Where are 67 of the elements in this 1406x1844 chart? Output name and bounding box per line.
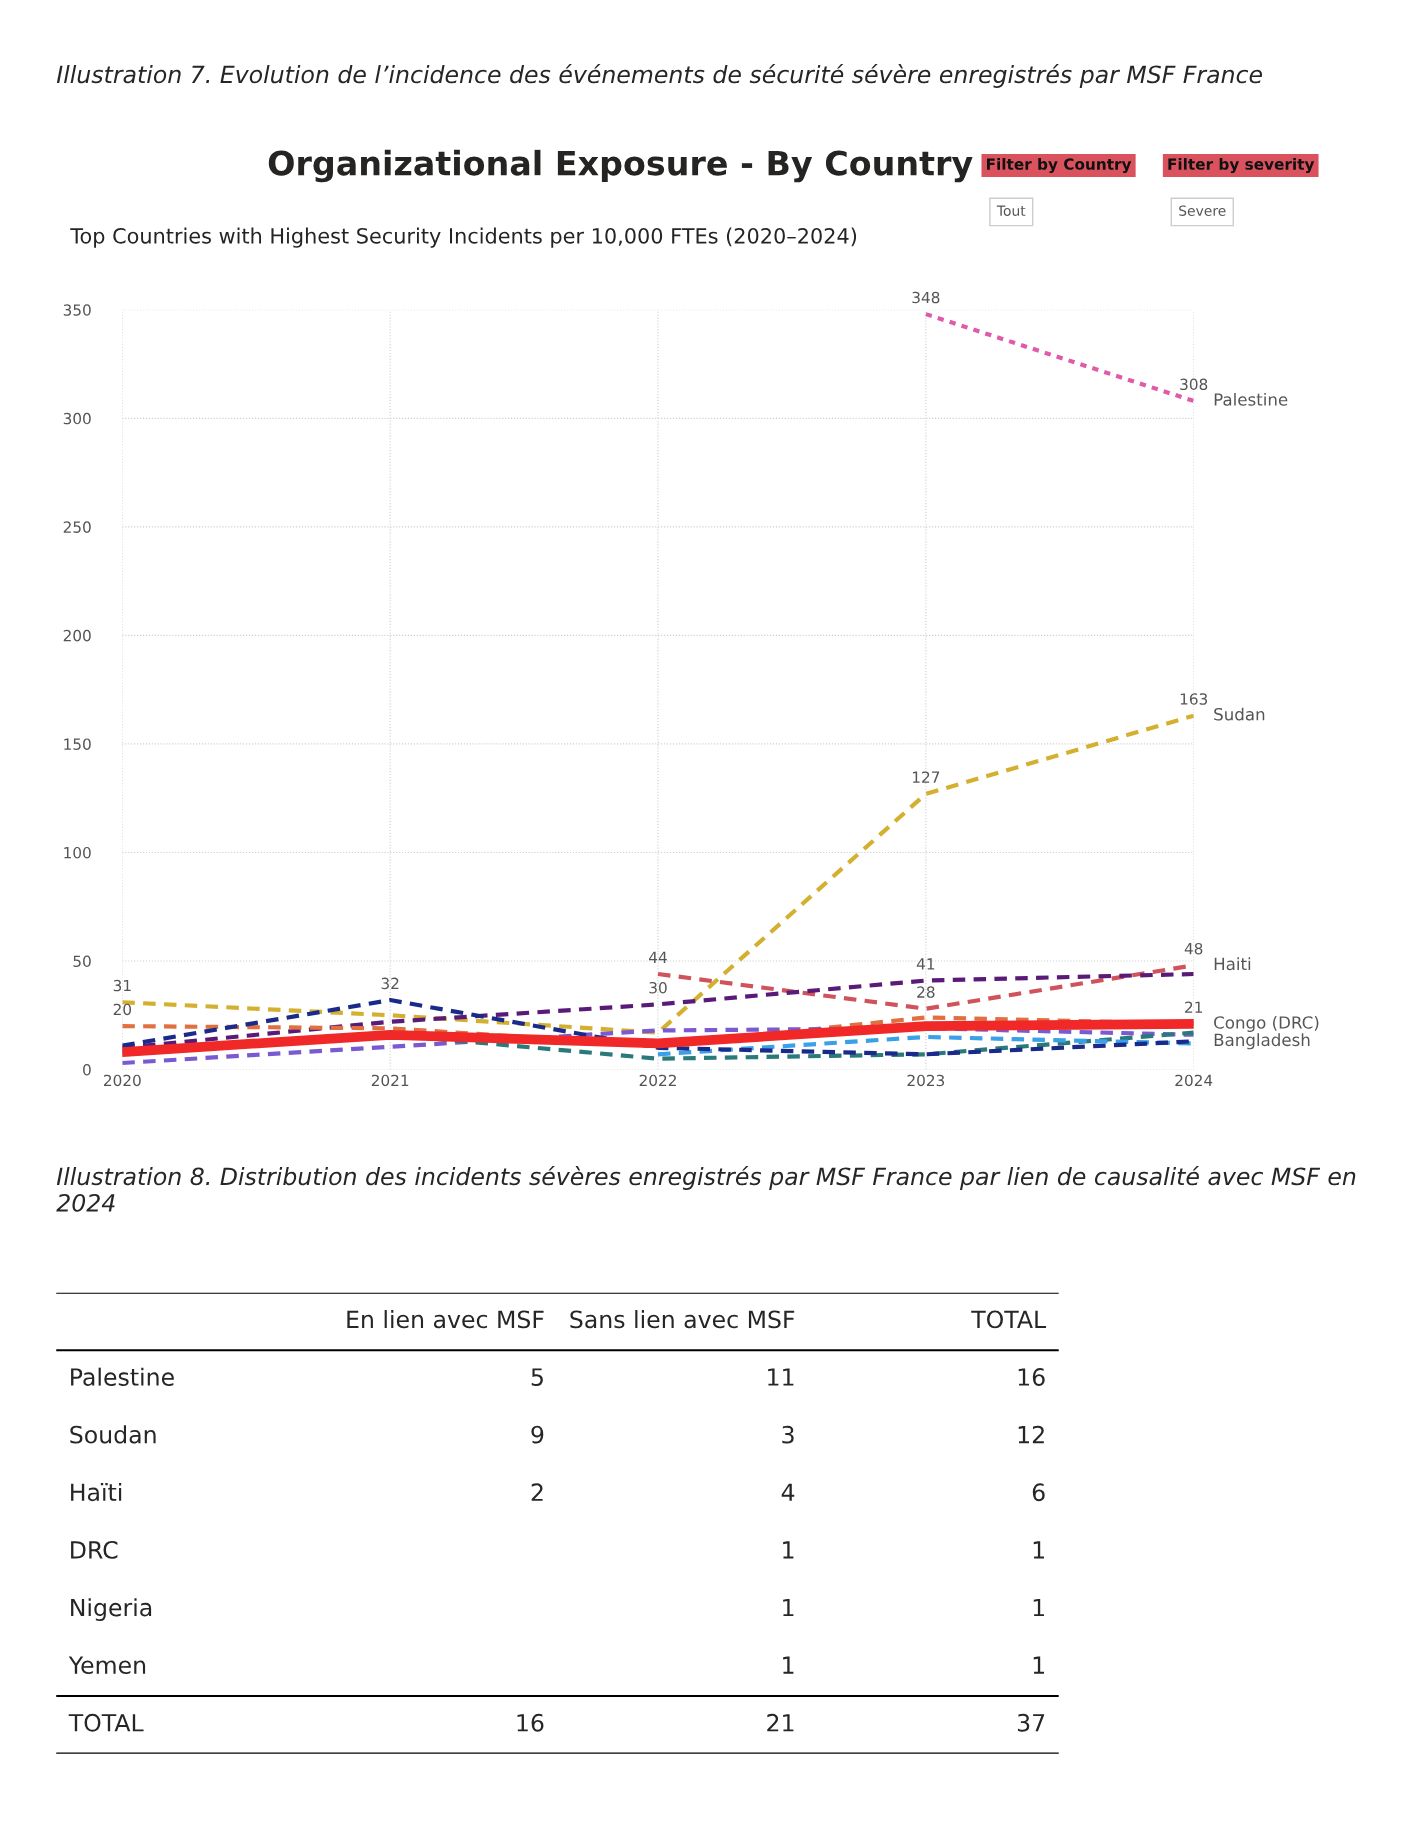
y-tick-label: 150 (64, 738, 91, 750)
series-label: Haiti (1214, 957, 1251, 971)
data-label: 32 (381, 977, 399, 990)
y-tick-label: 50 (73, 955, 91, 968)
x-tick-label: TOTAL (971, 1310, 1047, 1329)
data-label: 30 (649, 981, 667, 994)
text: Filter by severity (1168, 158, 1315, 173)
data-label: 11 (768, 1368, 794, 1386)
y-tick-label: 300 (63, 412, 91, 425)
y-tick-label: Soudan (70, 1425, 156, 1444)
data-label: 1 (1033, 1598, 1045, 1617)
text: Severe (1179, 205, 1226, 216)
y-tick-label: TOTAL (68, 1713, 144, 1732)
data-label: 1 (1033, 1656, 1045, 1674)
chart-title: Organizational Exposure - By Country (268, 149, 973, 183)
y-tick-label: Yemen (68, 1656, 146, 1675)
data-label: 48 (1184, 942, 1203, 955)
y-tick-label: Nigeria (71, 1598, 152, 1622)
data-label: 16 (517, 1713, 544, 1732)
chart-title: Illustration 8. Distribution des incidents sévères enregistrés par MSF France par lien de causalité avec MSF en 2024 (56, 1166, 1356, 1212)
chart-subtitle: Top Countries with Highest Security Incidents per 10,000 FTEs (2020–2024) (70, 227, 857, 248)
series-label: Palestine (1214, 392, 1288, 406)
series-label: Bangladesh (1214, 1033, 1310, 1050)
data-label: 16 (1018, 1368, 1045, 1386)
data-label: 6 (1032, 1483, 1045, 1502)
data-label: 44 (649, 951, 667, 963)
x-tick-label: 2023 (907, 1074, 945, 1087)
data-label: 3 (782, 1425, 794, 1444)
y-tick-label: 0 (83, 1063, 91, 1076)
data-label: 1 (783, 1656, 794, 1674)
x-tick-label: 2021 (371, 1074, 409, 1087)
data-label: 21 (767, 1713, 794, 1732)
data-label: 1 (783, 1598, 794, 1617)
data-label: 2 (531, 1483, 543, 1501)
data-label: 1 (783, 1541, 794, 1559)
data-label: 9 (531, 1425, 544, 1444)
x-tick-label: 2022 (639, 1074, 676, 1087)
y-tick-label: 250 (63, 521, 91, 533)
data-label: 37 (1017, 1713, 1045, 1732)
y-tick-label: DRC (71, 1540, 118, 1559)
data-label: 1 (1033, 1541, 1045, 1559)
y-tick-label: 350 (63, 304, 91, 316)
y-tick-label: Haïti (71, 1482, 122, 1502)
data-label: 20 (113, 1003, 132, 1016)
y-tick-label: 200 (63, 629, 91, 642)
data-label: 348 (912, 291, 940, 304)
data-label: 31 (113, 979, 131, 992)
series-label: Congo (DRC) (1214, 1015, 1319, 1032)
data-label: 12 (1018, 1425, 1044, 1444)
y-tick-label: Palestine (71, 1367, 174, 1386)
data-label: 28 (917, 986, 935, 998)
series-label: Sudan (1214, 707, 1265, 721)
text: Filter by Country (987, 158, 1132, 173)
x-tick-label: Sans lien avec MSF (570, 1310, 795, 1329)
data-label: 41 (916, 958, 935, 970)
data-label: 308 (1180, 378, 1208, 391)
data-label: 5 (531, 1368, 543, 1386)
data-label: 127 (912, 771, 940, 783)
data-label: 163 (1180, 693, 1208, 705)
x-tick-label: En lien avec MSF (347, 1310, 544, 1329)
y-tick-label: 100 (64, 846, 91, 859)
text: Illustration 7. Evolution de l’incidence des événements de sécurité sévère enregistrés par MSF France (56, 64, 1262, 88)
text: Tout (996, 205, 1026, 216)
x-tick-label: 2024 (1175, 1074, 1213, 1087)
x-tick-label: 2020 (104, 1074, 141, 1087)
data-label: 4 (781, 1483, 795, 1501)
data-label: 21 (1185, 1001, 1202, 1013)
